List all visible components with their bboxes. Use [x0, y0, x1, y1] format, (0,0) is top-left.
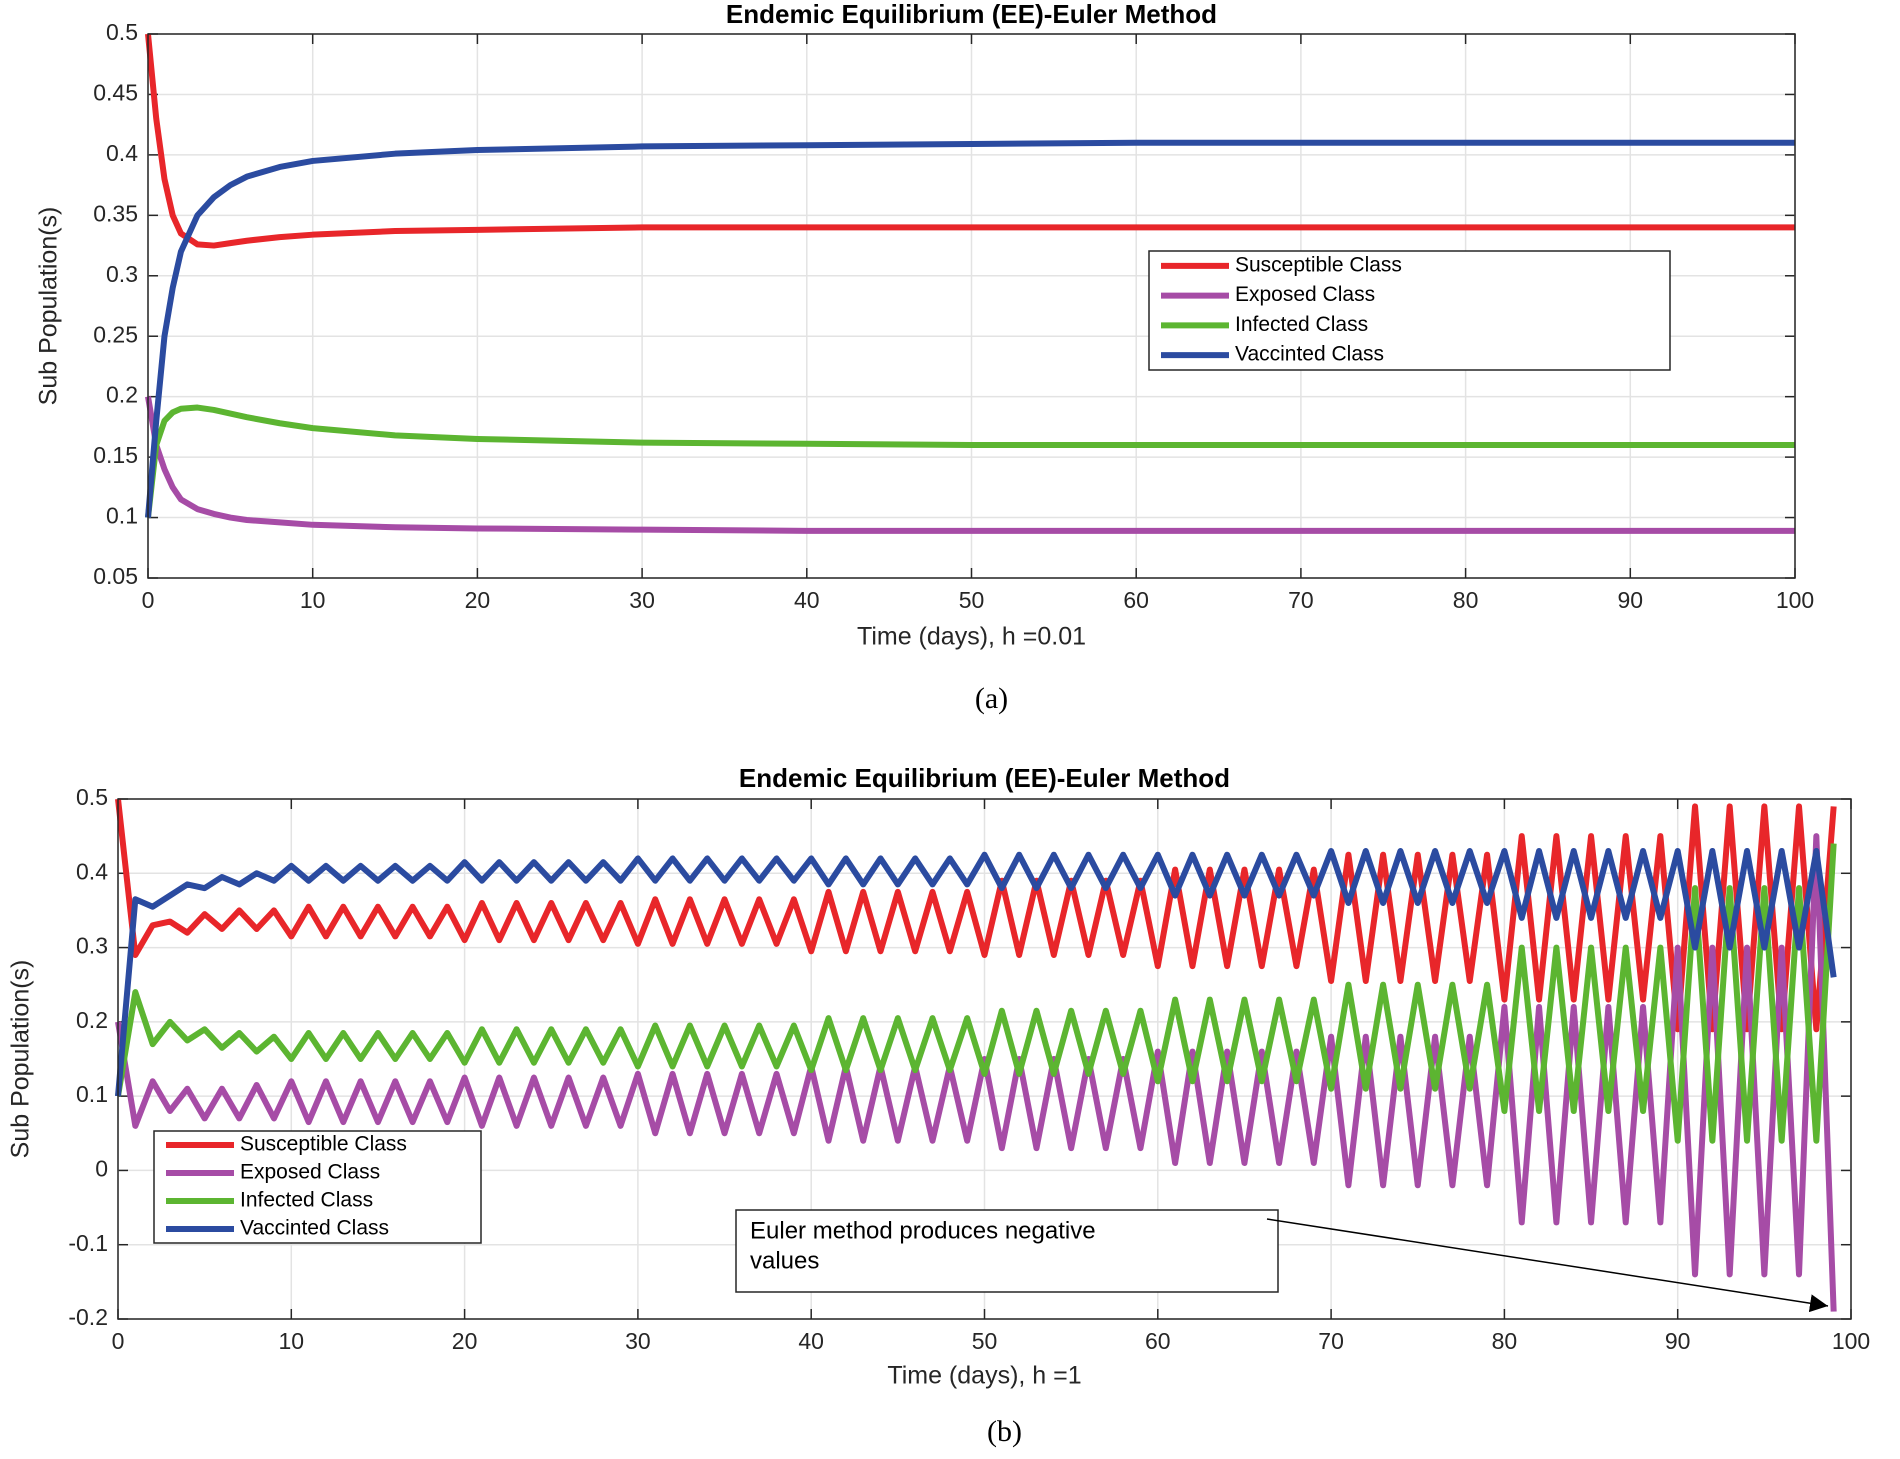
legend-box	[1148, 250, 1671, 371]
legend-label: Infected Class	[240, 1189, 373, 1212]
y-tick-label: -0.1	[68, 1230, 108, 1256]
x-tick-label: 20	[452, 1328, 478, 1354]
x-tick-label: 100	[1832, 1328, 1870, 1354]
series-line	[145, 33, 1795, 249]
y-tick-label: 0.05	[93, 563, 138, 589]
y-tick-label: 0.45	[93, 80, 138, 106]
legend-label: Infected Class	[1235, 313, 1368, 336]
series-line	[115, 848, 1837, 1097]
axes-box	[147, 33, 1796, 579]
series-line	[115, 843, 1837, 1144]
series-line	[115, 798, 1837, 1033]
x-tick-label: 90	[1618, 587, 1644, 613]
x-tick-label: 30	[629, 587, 655, 613]
y-tick-label: 0.5	[106, 19, 138, 45]
y-axis-label: Sub Population(s)	[35, 207, 63, 406]
x-tick-label: 70	[1288, 587, 1314, 613]
x-tick-label: 90	[1665, 1328, 1691, 1354]
y-tick-label: 0	[95, 1156, 108, 1182]
y-tick-label: 0.2	[106, 382, 138, 408]
series-line	[145, 396, 1795, 534]
x-tick-label: 80	[1453, 587, 1479, 613]
x-tick-label: 10	[300, 587, 326, 613]
x-axis-label: Time (days), h =1	[887, 1362, 1081, 1390]
x-tick-label: 50	[972, 1328, 998, 1354]
y-tick-label: 0.3	[76, 933, 108, 959]
legend-label: Susceptible Class	[240, 1133, 407, 1156]
x-tick-label: 10	[279, 1328, 305, 1354]
x-tick-label: 20	[465, 587, 491, 613]
legend-box	[153, 1130, 482, 1244]
y-tick-label: 0.1	[76, 1081, 108, 1107]
legend-label: Vaccinted Class	[240, 1217, 389, 1240]
panel-label: (b)	[987, 1415, 1022, 1448]
legend-label: Vaccinted Class	[1235, 343, 1384, 366]
x-tick-label: 70	[1318, 1328, 1344, 1354]
series-line	[115, 833, 1837, 1312]
y-tick-label: 0.15	[93, 442, 138, 468]
x-tick-label: 60	[1145, 1328, 1171, 1354]
axes-box	[117, 798, 1852, 1320]
chart: -0.2 -0.1 0 0.1 0.2 0.3 0.4 0.5 0 10 20 30 40 50 60 70 8…	[7, 763, 1871, 1448]
chart-title: Endemic Equilibrium (EE)-Euler Method	[739, 763, 1230, 793]
y-tick-label: 0.5	[76, 784, 108, 810]
x-tick-label: 60	[1123, 587, 1149, 613]
annotation-text: Euler method produces negative	[750, 1217, 1096, 1244]
x-axis-label: Time (days), h =0.01	[857, 623, 1086, 651]
x-tick-label: 50	[959, 587, 985, 613]
x-tick-label: 40	[798, 1328, 824, 1354]
y-tick-label: 0.4	[76, 858, 108, 884]
y-axis-label: Sub Population(s)	[7, 960, 35, 1159]
x-tick-label: 40	[794, 587, 820, 613]
legend-label: Exposed Class	[240, 1161, 380, 1184]
legend-label: Exposed Class	[1235, 283, 1375, 306]
y-tick-label: 0.1	[106, 503, 138, 529]
annotation-text: values	[750, 1247, 819, 1274]
x-tick-label: 30	[625, 1328, 651, 1354]
y-tick-label: -0.2	[68, 1304, 108, 1330]
y-tick-label: 0.25	[93, 321, 138, 347]
series-line	[145, 404, 1795, 518]
panel-label: (a)	[975, 682, 1008, 715]
y-tick-label: 0.35	[93, 200, 138, 226]
y-tick-label: 0.3	[106, 261, 138, 287]
y-tick-label: 0.2	[76, 1007, 108, 1033]
y-tick-label: 0.4	[106, 140, 138, 166]
annotation-box	[735, 1209, 1279, 1293]
legend-label: Susceptible Class	[1235, 253, 1402, 276]
series-line	[145, 139, 1795, 518]
x-tick-label: 0	[112, 1328, 125, 1354]
annotation-arrow	[1266, 1218, 1829, 1313]
chart-title: Endemic Equilibrium (EE)-Euler Method	[726, 0, 1217, 29]
x-tick-label: 100	[1776, 587, 1814, 613]
x-tick-label: 80	[1492, 1328, 1518, 1354]
x-tick-label: 0	[142, 587, 155, 613]
chart: 0.05 0.1 0.15 0.2 0.25 0.3 0.35 0.4 0.45 0.5 0 10 20…	[35, 0, 1815, 715]
